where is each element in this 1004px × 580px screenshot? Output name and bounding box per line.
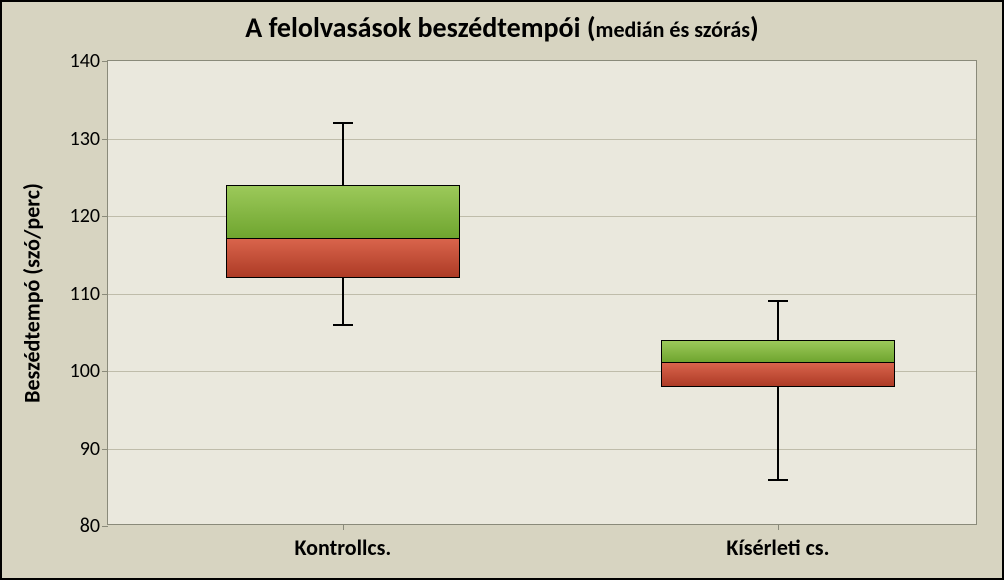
whisker-upper [777,301,779,340]
whisker-upper [342,123,344,185]
y-tick-mark [102,526,108,527]
whisker-cap-upper [768,300,788,302]
y-tick-label: 110 [70,282,100,306]
y-tick-mark [102,61,108,62]
y-axis-title: Beszédtempó (szó/perc) [19,183,46,403]
y-tick-mark [102,371,108,372]
y-tick-label: 90 [80,437,100,461]
y-tick-mark [102,139,108,140]
x-tick-mark [343,524,344,530]
gridline [108,139,976,140]
chart-title-sub: medián és szórás [596,16,750,43]
gridline [108,294,976,295]
x-tick-label: Kísérleti cs. [726,534,829,561]
whisker-cap-upper [333,122,353,124]
plot-area: 8090100110120130140Kontrollcs.Kísérleti … [107,60,977,525]
whisker-cap-lower [768,479,788,481]
chart-title-end: ) [750,10,759,45]
y-tick-label: 130 [70,127,100,151]
chart-title: A felolvasások beszédtempói (medián és s… [2,10,1002,45]
y-tick-label: 80 [80,514,100,538]
chart-container: A felolvasások beszédtempói (medián és s… [0,0,1004,580]
chart-title-main: A felolvasások beszédtempói ( [245,10,595,45]
box-upper [661,340,895,363]
box-lower [226,239,460,278]
box-upper [226,185,460,239]
y-tick-mark [102,294,108,295]
box-lower [661,363,895,386]
whisker-lower [777,387,779,480]
x-tick-label: Kontrollcs. [295,534,392,561]
y-tick-mark [102,449,108,450]
whisker-cap-lower [333,324,353,326]
y-tick-label: 140 [70,49,100,73]
y-tick-mark [102,216,108,217]
x-tick-mark [778,524,779,530]
y-tick-label: 100 [70,359,100,383]
whisker-lower [342,278,344,325]
gridline [108,449,976,450]
y-tick-label: 120 [70,204,100,228]
